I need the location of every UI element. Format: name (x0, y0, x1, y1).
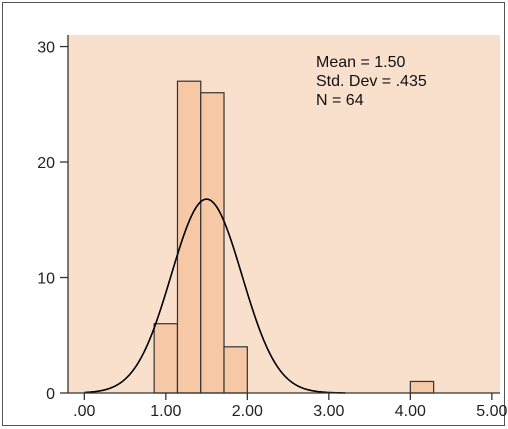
annotation-std-dev: Std. Dev = .435 (316, 73, 427, 90)
histogram-bar-1 (176, 80, 202, 394)
x-tick-label-0: .00 (73, 403, 95, 420)
y-tick-label-1: 10 (37, 271, 55, 288)
annotation-mean: Mean = 1.50 (316, 54, 406, 71)
histogram-bar-2 (200, 92, 225, 394)
plot-area (68, 35, 500, 393)
histogram-bar-3 (223, 346, 248, 394)
histogram-bar-0 (153, 323, 179, 394)
y-tick-label-2: 20 (37, 155, 55, 172)
x-axis-ticks: .00 1.00 2.00 3.00 4.00 5.00 (73, 393, 508, 420)
histogram-bar-4 (409, 380, 435, 394)
x-tick-label-3: 3.00 (313, 403, 344, 420)
y-tick-label-0: 0 (46, 386, 55, 403)
x-tick-label-5: 5.00 (476, 403, 507, 420)
stats-annotation: Mean = 1.50 Std. Dev = .435 N = 64 (316, 54, 427, 109)
annotation-n: N = 64 (316, 92, 364, 109)
y-tick-label-3: 30 (37, 40, 55, 57)
x-tick-label-2: 2.00 (232, 403, 263, 420)
x-tick-label-4: 4.00 (395, 403, 426, 420)
normal-curve (84, 198, 346, 394)
bars-group (153, 80, 435, 394)
y-axis-ticks: 0 10 20 30 (37, 40, 68, 403)
x-tick-label-1: 1.00 (150, 403, 181, 420)
